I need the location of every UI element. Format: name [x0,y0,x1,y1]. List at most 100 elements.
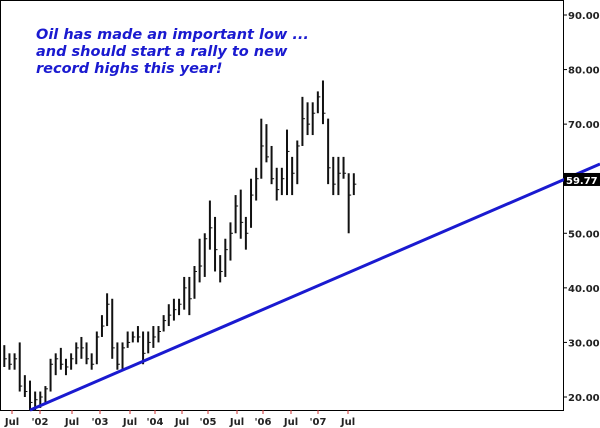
x-tick-label: Jul [122,417,137,428]
price-bar [13,353,18,370]
x-tick-label: '07 [310,417,327,428]
y-tick-label: 50.00 [568,229,600,240]
price-bar [214,216,218,272]
price-bar [59,347,64,370]
x-tick-label: Jul [64,417,79,428]
price-bar [172,298,177,321]
price-bar [44,386,48,403]
price-bar [23,375,28,397]
y-tick-label: 70.00 [568,120,600,131]
y-axis: 90.00 80.00 70.00 50.00 40.00 30.00 20.00 59.77 [563,11,600,404]
x-axis: Jul '02 Jul '03 Jul '04 Jul '05 Jul '06 Jul '07 Jul [4,410,355,428]
price-bar [250,178,254,228]
annotation-line: and should start a rally to new [36,44,288,60]
x-tick-label: Jul [4,417,19,428]
price-bar [193,266,197,299]
price-bar [219,255,223,283]
price-bar [54,353,59,376]
trendline [29,162,600,412]
price-bar [90,353,95,370]
last-price-badge [564,172,600,186]
price-bar [311,102,316,136]
price-bar [224,238,228,277]
price-bar [126,331,131,348]
trendline-group [29,162,600,412]
price-bar [286,129,290,196]
price-bar [296,140,300,185]
price-bar [70,353,74,370]
price-bar [321,80,326,125]
price-bars [3,80,357,411]
price-bar [131,331,136,343]
price-bar [75,342,79,365]
price-bar [265,124,269,163]
price-bar [203,233,208,277]
price-bar [255,167,259,201]
price-bar [64,358,69,376]
price-bar [188,276,192,316]
price-bar [352,173,357,196]
y-tick-label: 80.00 [568,66,600,77]
x-tick-label: '02 [32,417,49,428]
last-price-label: 59.77 [566,176,598,187]
y-tick-label: 90.00 [568,11,600,22]
price-bar [183,276,187,310]
x-tick-label: Jul [283,417,298,428]
price-bar [29,380,33,411]
price-bar [142,331,146,365]
plot-frame [0,0,564,411]
x-tick-label: Jul [174,417,189,428]
price-bar [275,167,280,201]
price-bar [80,336,84,359]
x-tick-label: '04 [147,417,164,428]
price-bar [270,145,275,185]
price-bar [234,195,239,234]
price-bar [116,342,120,370]
price-bar [198,238,203,283]
price-bar [49,358,54,392]
x-tick-label: Jul [340,417,355,428]
price-bar [162,315,167,332]
price-bar [244,216,249,250]
price-bar [121,342,126,370]
price-bar [332,156,336,196]
price-bar [8,353,12,370]
price-bar [280,167,285,196]
price-bar [342,156,347,179]
annotation-line: Oil has made an important low ... [36,27,309,43]
x-tick-label: Jul [229,417,244,428]
price-bar [239,189,244,239]
price-bar [337,156,341,196]
price-bar [178,298,182,316]
y-tick-label: 20.00 [568,393,600,404]
price-bar [106,293,110,327]
price-bar [260,118,264,179]
price-bar [3,345,7,367]
chart-annotation: Oil has made an important low ... and sh… [36,27,309,78]
price-bar [347,173,352,234]
price-bar [111,298,115,359]
x-tick-label: '06 [255,417,272,428]
price-bar [136,326,141,343]
y-tick-label: 40.00 [568,284,600,295]
price-bar [18,342,23,392]
price-bar [152,326,156,348]
price-bar [327,118,331,185]
price-bar [167,304,172,327]
annotation-line: record highs this year! [36,61,223,77]
price-bar [95,331,100,365]
x-tick-label: '05 [200,417,217,428]
y-tick-label: 30.00 [568,338,600,349]
price-bar [301,96,305,146]
price-bar [85,342,90,365]
price-bar [229,222,233,261]
price-bar [316,91,321,114]
price-bar [100,315,105,337]
x-tick-label: '03 [92,417,109,428]
price-bar [147,331,151,354]
price-bar [306,102,311,136]
price-bar [157,326,161,343]
price-bar [291,156,295,196]
price-bar [208,200,213,250]
